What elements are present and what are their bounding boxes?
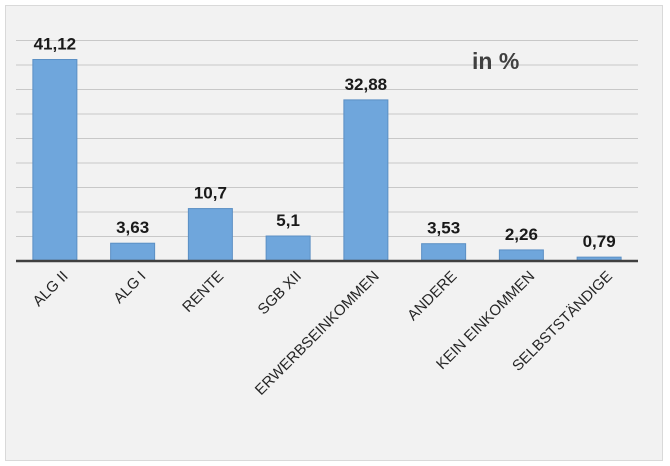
data-label: 41,12 [34,35,77,54]
data-label: 3,53 [427,219,460,238]
bar-chart: 41,12 3,63 10,7 5,1 32,88 3,53 2,26 0,79 ALG II… [16,35,638,399]
chart-area: 41,12 3,63 10,7 5,1 32,88 3,53 2,26 0,79 ALG II… [5,5,663,461]
data-label: 5,1 [276,211,300,230]
category-label: RENTE [179,268,227,316]
category-label: ALG I [110,268,149,307]
bar [32,59,78,262]
bar [265,235,311,262]
category-label: ERWERBSEINKOMMEN [252,268,383,399]
bar [110,242,156,262]
unit-label: in % [472,48,519,74]
data-label: 2,26 [505,225,538,244]
bar [498,249,544,262]
data-label: 32,88 [345,75,388,94]
gridlines [16,40,638,237]
data-label: 10,7 [194,184,227,203]
bar [421,243,467,262]
bars [32,59,622,262]
category-label: ALG II [30,268,72,310]
bar [187,208,233,262]
category-label: ANDERE [404,268,460,324]
data-label: 3,63 [116,218,149,237]
category-label: SGB XII [255,268,305,318]
data-label: 0,79 [583,232,616,251]
value-labels: 41,12 3,63 10,7 5,1 32,88 3,53 2,26 0,79 [34,35,616,252]
bar [343,99,389,262]
